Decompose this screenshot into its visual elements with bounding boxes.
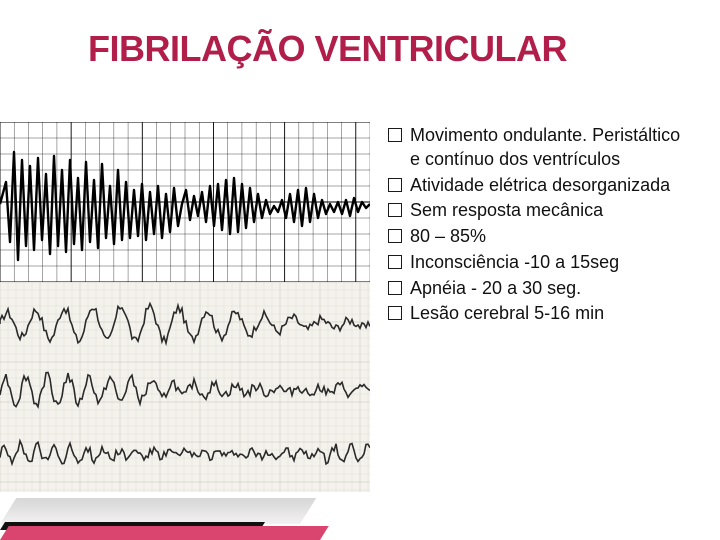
footer-grey-bar — [0, 498, 316, 524]
bullet-marker — [388, 128, 402, 142]
footer-pink-bar — [0, 526, 329, 540]
bullet-text: Sem resposta mecânica — [410, 199, 603, 223]
list-item: Apnéia - 20 a 30 seg. — [388, 277, 684, 301]
list-item: Sem resposta mecânica — [388, 199, 684, 223]
bullet-marker — [388, 178, 402, 192]
bullet-text: Apnéia - 20 a 30 seg. — [410, 277, 581, 301]
bullet-marker — [388, 229, 402, 243]
slide-title: FIBRILAÇÃO VENTRICULAR — [88, 28, 567, 70]
list-item: Movimento ondulante. Peristáltico e cont… — [388, 124, 684, 172]
bullet-text: Inconsciência -10 a 15seg — [410, 251, 619, 275]
list-item: Lesão cerebral 5-16 min — [388, 302, 684, 326]
bullet-text: Lesão cerebral 5-16 min — [410, 302, 604, 326]
bullet-list: Movimento ondulante. Peristáltico e cont… — [370, 122, 700, 512]
list-item: Inconsciência -10 a 15seg — [388, 251, 684, 275]
bullet-text: 80 – 85% — [410, 225, 486, 249]
bullet-marker — [388, 281, 402, 295]
footer-accent — [0, 506, 350, 540]
bullet-marker — [388, 203, 402, 217]
list-item: Atividade elétrica desorganizada — [388, 174, 684, 198]
slide: FIBRILAÇÃO VENTRICULAR Movimento ondulan… — [0, 0, 720, 540]
bullet-text: Atividade elétrica desorganizada — [410, 174, 670, 198]
bullet-text: Movimento ondulante. Peristáltico e cont… — [410, 124, 684, 172]
ecg-column — [0, 122, 370, 512]
ecg-fine-vf — [0, 282, 370, 492]
ecg-coarse-vf — [0, 122, 370, 282]
list-item: 80 – 85% — [388, 225, 684, 249]
bullet-marker — [388, 306, 402, 320]
content-row: Movimento ondulante. Peristáltico e cont… — [0, 122, 720, 512]
bullet-marker — [388, 255, 402, 269]
